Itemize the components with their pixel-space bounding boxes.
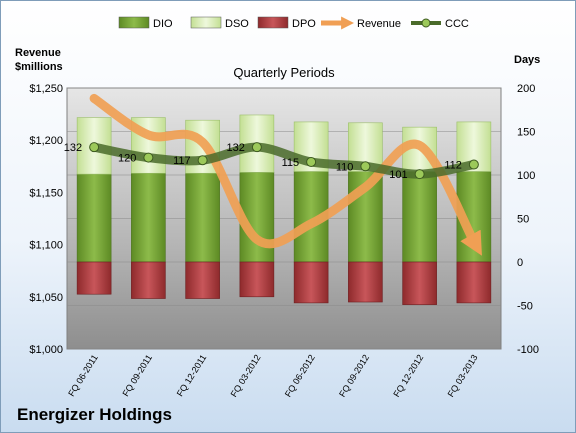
- left-axis-title: $millions: [15, 61, 63, 73]
- bar-dio: [131, 172, 166, 263]
- right-axis-title: Days: [514, 54, 540, 66]
- right-tick-label: -100: [517, 344, 539, 356]
- legend-label-dio: DIO: [153, 18, 173, 30]
- left-tick-label: $1,150: [29, 187, 63, 199]
- legend-label-revenue: Revenue: [357, 18, 401, 30]
- ccc-data-label: 112: [444, 160, 462, 172]
- bar-dpo: [185, 261, 220, 299]
- right-tick-label: 150: [517, 127, 535, 139]
- legend-swatch-dio: [118, 16, 150, 29]
- left-tick-label: $1,250: [29, 83, 63, 95]
- category-label: FQ 06-2011: [66, 353, 100, 398]
- right-tick-label: 100: [517, 170, 535, 182]
- left-tick-label: $1,100: [29, 240, 63, 252]
- bar-dpo: [348, 261, 383, 303]
- legend-swatch-dso: [190, 16, 222, 29]
- ccc-point: [89, 142, 100, 153]
- right-tick-label: 200: [517, 83, 535, 95]
- category-label: FQ 09-2012: [337, 353, 371, 399]
- right-tick-label: -50: [517, 301, 533, 313]
- left-tick-label: $1,200: [29, 135, 63, 147]
- bar-dpo: [76, 261, 112, 295]
- legend-label-ccc: CCC: [445, 18, 469, 30]
- category-label: FQ 12-2011: [175, 353, 209, 398]
- ccc-data-label: 115: [282, 157, 300, 169]
- revenue-line: [89, 93, 482, 256]
- ccc-point: [360, 161, 371, 172]
- left-tick-label: $1,050: [29, 292, 63, 304]
- category-label: FQ 12-2012: [391, 353, 425, 399]
- category-label: FQ 06-2012: [283, 353, 317, 399]
- ccc-point: [414, 169, 425, 180]
- ccc-point: [251, 142, 262, 153]
- ccc-point: [143, 152, 154, 163]
- bar-dio: [402, 171, 437, 263]
- chart-subtitle: Quarterly Periods: [233, 65, 335, 80]
- ccc-point: [197, 155, 208, 166]
- bar-dpo: [402, 261, 437, 305]
- bar-dpo: [456, 261, 492, 304]
- company-name: Energizer Holdings: [17, 405, 172, 424]
- category-label: FQ 03-2012: [229, 353, 263, 399]
- legend-label-dso: DSO: [225, 18, 249, 30]
- category-label: FQ 09-2011: [120, 353, 154, 398]
- legend-swatch-dpo: [257, 16, 289, 29]
- ccc-point: [468, 159, 479, 170]
- legend-label-dpo: DPO: [292, 18, 316, 30]
- bar-dpo: [293, 261, 329, 304]
- ccc-data-label: 117: [173, 155, 191, 167]
- bar-dpo: [131, 261, 166, 299]
- ccc-data-label: 101: [389, 169, 407, 181]
- right-tick-label: 0: [517, 257, 523, 269]
- right-tick-label: 50: [517, 214, 529, 226]
- bar-dio: [185, 172, 220, 263]
- ccc-data-label: 120: [118, 153, 136, 165]
- ccc-data-label: 132: [227, 142, 245, 154]
- ccc-data-label: 132: [64, 142, 82, 154]
- left-tick-label: $1,000: [29, 344, 63, 356]
- left-axis-title: Revenue: [15, 47, 61, 59]
- category-label: FQ 03-2013: [446, 353, 480, 399]
- bar-dio: [76, 173, 112, 263]
- ccc-data-label: 110: [336, 161, 354, 173]
- bar-dpo: [239, 261, 275, 298]
- ccc-point: [306, 156, 317, 167]
- legend-marker-ccc: [421, 18, 431, 28]
